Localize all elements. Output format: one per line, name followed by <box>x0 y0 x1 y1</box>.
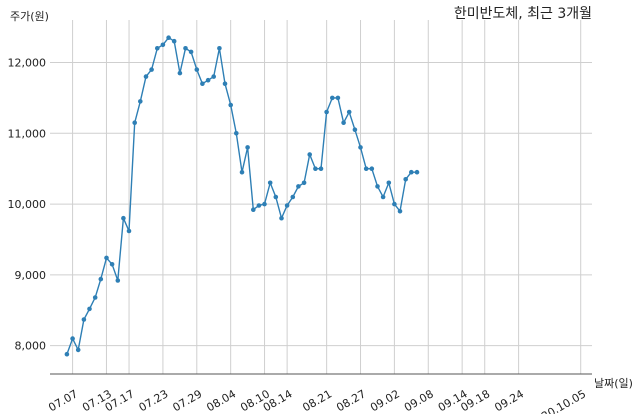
data-point <box>98 276 104 282</box>
data-point <box>392 201 397 207</box>
y-axis-title: 주가(원) <box>10 10 49 23</box>
data-point <box>352 127 358 132</box>
data-point <box>205 77 211 83</box>
x-tick-label: 07.23 <box>137 387 171 414</box>
data-point <box>155 46 160 51</box>
data-point <box>228 102 233 108</box>
y-tick-label: 9,000 <box>15 269 47 282</box>
data-point <box>279 215 284 221</box>
chart-title: 한미반도체, 최근 3개월 <box>454 6 592 22</box>
data-point <box>409 169 414 175</box>
data-point <box>251 207 256 212</box>
data-point <box>273 194 279 200</box>
data-point <box>363 166 369 171</box>
data-point <box>284 203 290 208</box>
data-point <box>115 278 121 283</box>
data-point <box>335 95 341 101</box>
data-point <box>245 145 250 150</box>
data-point <box>109 262 115 267</box>
x-axis-title: 날짜(일) <box>594 376 633 390</box>
grid <box>50 20 592 374</box>
data-point <box>138 99 143 104</box>
x-tick-label: 07.29 <box>171 387 205 414</box>
x-tick-label: 08.21 <box>300 387 334 414</box>
data-point <box>92 295 98 300</box>
data-point <box>324 109 329 115</box>
data-point <box>403 177 409 182</box>
data-point <box>267 180 273 186</box>
data-point <box>307 152 313 157</box>
data-point <box>149 67 154 72</box>
data-point <box>200 81 205 86</box>
data-point <box>296 184 301 189</box>
data-point <box>341 120 346 125</box>
data-point <box>375 184 380 189</box>
data-point <box>239 169 245 175</box>
data-point <box>313 166 318 171</box>
x-tick-label: 08.04 <box>204 387 238 414</box>
data-point <box>104 255 109 261</box>
y-tick-label: 10,000 <box>8 198 47 211</box>
data-point <box>330 95 335 101</box>
data-point <box>132 120 137 125</box>
series-area <box>64 35 420 357</box>
data-point <box>75 347 81 353</box>
x-tick-label: 07.07 <box>46 387 80 414</box>
data-point <box>183 46 188 51</box>
data-point <box>81 317 87 322</box>
data-point <box>262 201 267 207</box>
data-point <box>318 166 324 171</box>
data-point <box>126 228 132 234</box>
data-point <box>211 74 216 79</box>
x-tick-label: 09.24 <box>492 387 526 414</box>
data-point <box>177 70 183 76</box>
data-point <box>380 194 386 200</box>
x-tick-label: 09.08 <box>402 387 436 414</box>
data-point <box>369 166 375 171</box>
data-point <box>194 67 200 72</box>
y-tick-label: 8,000 <box>15 340 47 353</box>
data-point <box>87 306 92 312</box>
data-point <box>166 35 171 40</box>
data-point <box>290 194 296 200</box>
data-point <box>358 145 363 150</box>
data-point <box>386 180 392 186</box>
y-tick-label: 12,000 <box>8 56 47 69</box>
data-point <box>222 81 228 86</box>
data-point <box>346 109 352 115</box>
series-line <box>66 36 417 355</box>
data-point <box>301 180 307 186</box>
x-tick-label: 20.10.05 <box>539 387 588 414</box>
data-point <box>171 38 177 44</box>
data-point <box>217 46 222 51</box>
data-point <box>397 208 403 214</box>
data-point <box>121 215 126 221</box>
data-point <box>256 203 262 208</box>
y-tick-label: 11,000 <box>8 127 47 140</box>
data-point <box>234 131 239 136</box>
data-point <box>64 351 70 357</box>
x-tick-label: 09.02 <box>368 387 402 414</box>
data-point <box>414 169 420 175</box>
data-point <box>188 49 194 55</box>
x-tick-label: 08.27 <box>334 387 368 414</box>
data-point <box>70 336 75 341</box>
data-point <box>143 74 149 79</box>
data-point <box>160 42 166 48</box>
